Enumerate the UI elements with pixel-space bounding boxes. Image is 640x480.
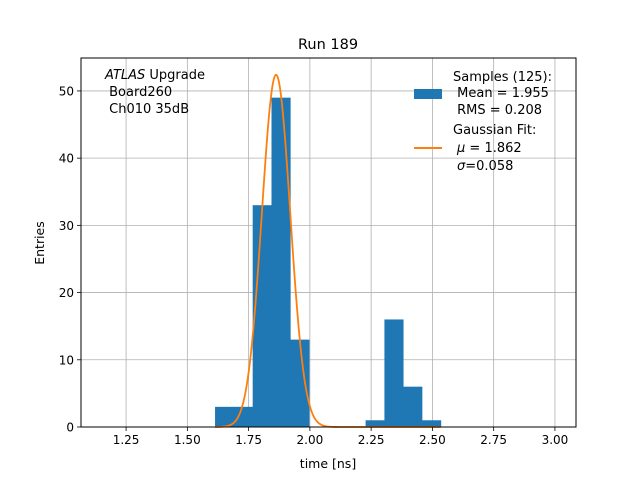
histogram-bar bbox=[290, 339, 310, 427]
x-tick-label: 3.00 bbox=[542, 433, 569, 447]
histogram-bar bbox=[233, 406, 253, 427]
legend-mean: Mean = 1.955 bbox=[453, 86, 549, 101]
histogram-bar bbox=[422, 420, 442, 427]
annotation-atlas: ATLAS bbox=[104, 68, 145, 83]
x-tick-label: 2.25 bbox=[358, 433, 385, 447]
legend-samples-patch bbox=[414, 89, 442, 99]
y-tick-label: 30 bbox=[59, 219, 74, 233]
legend-samples-title: Samples (125): bbox=[453, 70, 552, 85]
x-tick-label: 1.75 bbox=[235, 433, 262, 447]
svg-text:σ=0.058: σ=0.058 bbox=[457, 159, 513, 174]
legend-sigma-value: =0.058 bbox=[465, 159, 513, 174]
legend-mu-symbol: μ bbox=[456, 141, 465, 156]
histogram-bar bbox=[271, 97, 291, 428]
ticks: 1.25 1.50 1.75 2.00 2.25 2.50 2.75 3.00 0 10 20 30 4… bbox=[59, 84, 569, 447]
legend-mu-value: = 1.862 bbox=[465, 141, 521, 156]
annotation-channel: Ch010 35dB bbox=[105, 102, 189, 117]
chart-title: Run 189 bbox=[298, 37, 358, 53]
histogram-bar bbox=[252, 205, 272, 427]
annotation-board: Board260 bbox=[105, 85, 172, 100]
x-tick-label: 2.75 bbox=[480, 433, 507, 447]
histogram-bar bbox=[365, 420, 385, 427]
y-tick-label: 10 bbox=[59, 353, 74, 367]
legend-fit-title: Gaussian Fit: bbox=[453, 123, 536, 138]
y-tick-label: 40 bbox=[59, 152, 74, 166]
legend-sigma-symbol: σ bbox=[457, 159, 466, 174]
y-axis-label: Entries bbox=[32, 221, 47, 265]
annotation: ATLAS Upgrade Board260 Ch010 35dB bbox=[104, 68, 205, 117]
svg-text:μ = 1.862: μ = 1.862 bbox=[456, 141, 522, 156]
histogram-bar bbox=[215, 406, 235, 427]
histogram-bar bbox=[384, 319, 404, 427]
y-tick-label: 0 bbox=[66, 421, 74, 435]
x-tick-label: 2.00 bbox=[297, 433, 324, 447]
x-tick-label: 1.50 bbox=[174, 433, 201, 447]
x-axis-label: time [ns] bbox=[300, 456, 356, 471]
x-tick-label: 1.25 bbox=[113, 433, 140, 447]
annotation-upgrade: Upgrade bbox=[145, 68, 205, 83]
y-tick-label: 50 bbox=[59, 84, 74, 98]
grid bbox=[81, 58, 576, 428]
histogram-bars bbox=[215, 97, 442, 428]
y-tick-label: 20 bbox=[59, 286, 74, 300]
svg-text:ATLAS Upgrade: ATLAS Upgrade bbox=[104, 68, 205, 83]
histogram-bar bbox=[403, 386, 423, 427]
x-tick-label: 2.50 bbox=[419, 433, 446, 447]
legend: Samples (125): Mean = 1.955 RMS = 0.208 … bbox=[414, 70, 552, 174]
legend-rms: RMS = 0.208 bbox=[453, 103, 542, 118]
axes-frame bbox=[80, 57, 577, 428]
